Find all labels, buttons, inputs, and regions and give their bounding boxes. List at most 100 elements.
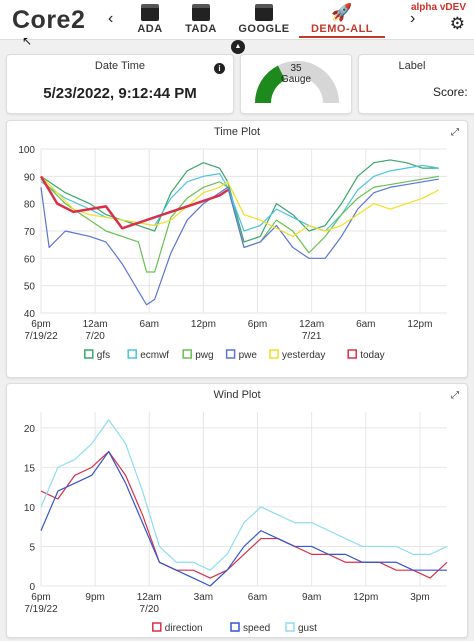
y-tick-label: 15	[24, 463, 36, 474]
series-line-ecmwf	[40, 164, 439, 232]
x-tick-label: 6am	[248, 592, 267, 603]
tabs-prev-button[interactable]: ‹	[108, 10, 114, 27]
legend-label-pwg[interactable]: pwg	[195, 350, 213, 361]
tab-label: ADA	[137, 23, 163, 35]
legend-label-direction[interactable]: direction	[165, 623, 203, 634]
series-line-pwe	[40, 178, 439, 306]
x-tick-label: 3pm	[410, 592, 429, 603]
x-tick-label: 12pm	[353, 592, 378, 603]
time-plot-title: Time Plot	[213, 126, 261, 138]
tab-label: DEMO-ALL	[310, 23, 374, 35]
legend-swatch-speed[interactable]	[230, 622, 240, 632]
legend-label-gust[interactable]: gust	[298, 623, 317, 634]
x-tick-sublabel: 7/19/22	[24, 604, 58, 615]
legend-label-gfs[interactable]: gfs	[97, 350, 110, 361]
x-tick-sublabel: 7/19/22	[24, 331, 58, 342]
series-line-yesterday	[40, 175, 440, 238]
x-tick-label: 6am	[356, 319, 375, 330]
wind-plot-card: Wind Plot ⤢ 20 15 10 5 0 6pm 7/19/22 9pm 12am 7/2…	[6, 383, 468, 638]
gear-icon[interactable]: ⚙	[449, 14, 465, 33]
series-line-direction	[40, 450, 448, 579]
gauge-svg	[255, 61, 339, 103]
y-tick-label: 10	[24, 503, 36, 514]
legend-swatch-yesterday[interactable]	[269, 349, 279, 359]
expand-icon[interactable]: ⤢	[451, 390, 459, 401]
rocket-icon: 🚀	[331, 3, 353, 22]
series-line-today	[39, 175, 229, 230]
logo-text: Core2	[12, 6, 86, 34]
x-tick-label: 12pm	[191, 319, 216, 330]
label-value: Score:	[433, 85, 468, 99]
x-tick-sublabel: 7/20	[85, 331, 105, 342]
version-label: alpha vDEV	[410, 2, 466, 13]
datetime-card: Date Time i 5/23/2022, 9:12:44 PM	[6, 54, 234, 114]
legend-swatch-gust[interactable]	[285, 622, 295, 632]
app-logo[interactable]: Core2	[12, 6, 85, 35]
x-tick-label: 12am	[299, 319, 324, 330]
series-line-gust	[40, 419, 448, 571]
x-tick-sublabel: 7/21	[302, 331, 322, 342]
tab-ada[interactable]: ADA	[121, 0, 179, 38]
x-tick-label: 12am	[137, 592, 162, 603]
legend-label-yesterday[interactable]: yesterday	[282, 350, 325, 361]
legend-label-ecmwf[interactable]: ecmwf	[140, 350, 169, 361]
mouse-cursor-icon: ↖	[22, 34, 33, 48]
y-tick-label: 5	[29, 542, 35, 553]
tab-google[interactable]: GOOGLE	[236, 0, 292, 38]
y-tick-label: 60	[24, 254, 36, 265]
legend-swatch-gfs[interactable]	[84, 349, 94, 359]
legend-swatch-pwg[interactable]	[182, 349, 192, 359]
series-line-speed	[40, 450, 447, 587]
collapse-toggle-icon[interactable]: ▲	[231, 40, 245, 54]
x-tick-label: 6pm	[31, 319, 50, 330]
label-card: Label Score:	[358, 54, 474, 114]
gauge-fill	[255, 65, 286, 103]
x-tick-label: 12pm	[407, 319, 432, 330]
legend-swatch-pwe[interactable]	[225, 349, 236, 359]
tab-demo-all[interactable]: 🚀 DEMO-ALL	[299, 0, 385, 38]
top-app-bar: Core2 ‹ ADA TADA GOOGLE 🚀 DEMO-ALL › alp…	[0, 0, 474, 40]
y-tick-label: 40	[24, 309, 36, 320]
datetime-title: Date Time	[94, 60, 146, 72]
legend-label-speed[interactable]: speed	[243, 623, 270, 634]
y-tick-label: 100	[18, 145, 35, 156]
legend-label-today[interactable]: today	[360, 350, 384, 361]
calendar-icon	[192, 4, 210, 21]
calendar-icon	[141, 4, 159, 21]
x-tick-label: 3am	[194, 592, 213, 603]
x-tick-label: 6pm	[248, 319, 267, 330]
y-tick-label: 90	[24, 172, 36, 183]
legend-swatch-ecmwf[interactable]	[127, 349, 137, 359]
gauge-label: Gauge	[280, 74, 312, 85]
expand-icon[interactable]: ⤢	[451, 127, 459, 138]
x-tick-label: 9am	[302, 592, 321, 603]
tab-tada[interactable]: TADA	[172, 0, 230, 38]
tab-label: GOOGLE	[238, 23, 290, 35]
y-tick-label: 80	[24, 200, 36, 211]
y-tick-label: 20	[24, 424, 36, 435]
info-icon[interactable]: i	[214, 63, 225, 74]
wind-plot-title: Wind Plot	[213, 389, 261, 401]
legend-swatch-direction[interactable]	[152, 622, 162, 632]
y-tick-label: 0	[29, 582, 35, 593]
x-tick-label: 12am	[83, 319, 108, 330]
series-line-gfs	[40, 159, 439, 243]
x-tick-label: 9pm	[85, 592, 104, 603]
x-tick-label: 6am	[140, 319, 159, 330]
calendar-icon	[255, 4, 273, 21]
x-tick-sublabel: 7/20	[140, 604, 160, 615]
y-tick-label: 50	[24, 282, 36, 293]
tab-label: TADA	[185, 23, 217, 35]
label-title: Label	[398, 60, 426, 72]
datetime-value: 5/23/2022, 9:12:44 PM	[43, 85, 197, 102]
x-tick-label: 6pm	[31, 592, 50, 603]
y-tick-label: 70	[24, 227, 36, 238]
tabs-next-button[interactable]: ›	[410, 10, 416, 27]
gauge-value: 35	[290, 63, 302, 74]
gauge-card: 35 Gauge	[240, 54, 352, 114]
legend-swatch-today[interactable]	[347, 349, 357, 359]
time-plot-card: Time Plot ⤢ 100 90 80 70 60 50 40 6pm 7/19/22 12a…	[6, 120, 468, 378]
legend-label-pwe[interactable]: pwe	[239, 350, 258, 361]
